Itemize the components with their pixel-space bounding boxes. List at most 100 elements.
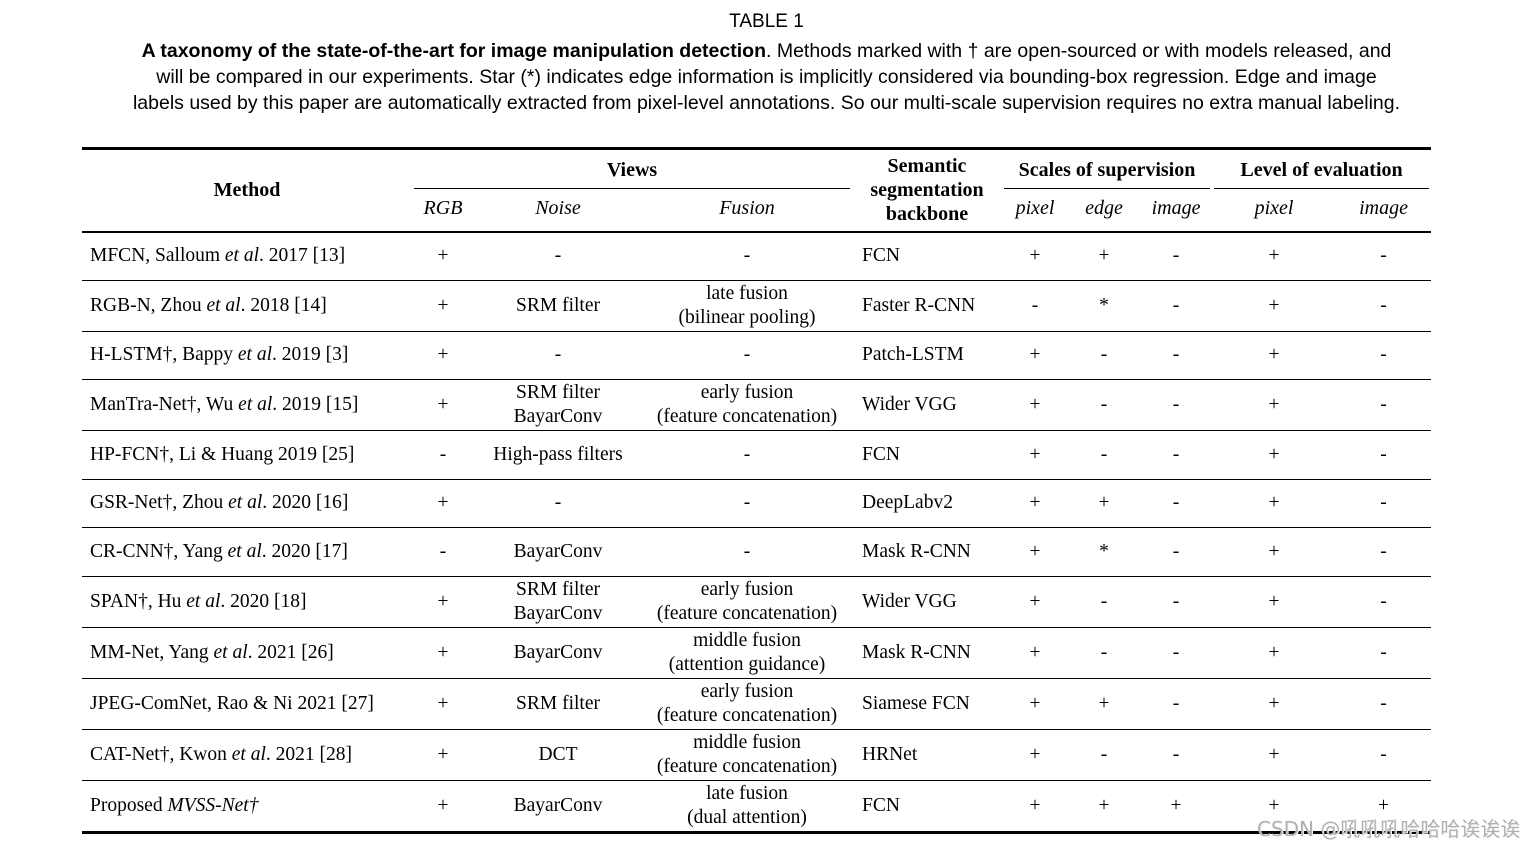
fusion-cell: -	[743, 540, 751, 562]
eval-image-cell: -	[1380, 245, 1387, 266]
fusion-cell: early fusion (feature concatenation)	[656, 382, 838, 427]
col-group-supervision: Scales of supervision	[1002, 149, 1212, 192]
eval-image-cell: -	[1380, 394, 1387, 415]
table-row: GSR-Net†, Zhou et al. 2020 [16] + - - DeepLa…	[82, 479, 1432, 528]
sup-image-cell: -	[1172, 443, 1180, 465]
method-cell: H-LSTM†, Bappy et al. 2019 [3]	[90, 344, 349, 366]
sup-pixel-cell: +	[1029, 245, 1041, 266]
noise-cell: -	[554, 245, 562, 266]
sup-pixel-cell: +	[1029, 443, 1041, 465]
col-header-sup-pixel: pixel	[1015, 196, 1055, 219]
eval-pixel-cell: +	[1268, 590, 1280, 612]
col-header-backbone: Semantic segmentation backbone	[870, 155, 984, 226]
fusion-cell: early fusion (feature concatenation)	[656, 680, 838, 726]
method-cell: RGB-N, Zhou et al. 2018 [14]	[90, 294, 327, 316]
col-header-sup-edge: edge	[1085, 196, 1123, 219]
backbone-cell: Wider VGG	[862, 590, 957, 612]
fusion-cell: -	[743, 492, 751, 514]
eval-pixel-cell: +	[1268, 294, 1280, 316]
watermark: CSDN @吼吼吼哈哈哈诶诶诶	[1257, 817, 1521, 841]
noise-cell: SRM filter	[516, 692, 600, 714]
sup-edge-cell: -	[1100, 641, 1108, 663]
sup-image-cell: -	[1172, 245, 1180, 266]
fusion-cell: middle fusion (attention guidance)	[668, 629, 826, 675]
eval-image-cell: -	[1380, 743, 1387, 765]
sup-pixel-cell: +	[1029, 794, 1041, 816]
eval-pixel-cell: +	[1268, 540, 1280, 562]
backbone-cell: Wider VGG	[862, 394, 957, 415]
backbone-cell: FCN	[862, 443, 900, 465]
caption-line: labels used by this paper are automatica…	[132, 92, 1401, 114]
backbone-cell: Siamese FCN	[862, 692, 970, 714]
sup-image-cell: -	[1172, 344, 1180, 366]
sup-pixel-cell: +	[1029, 743, 1041, 765]
col-group-supervision-label: Scales of supervision	[1004, 158, 1211, 189]
table-row: Proposed MVSS-Net† + BayarConv late fusion(…	[82, 780, 1432, 832]
sup-image-cell: -	[1172, 540, 1180, 562]
eval-pixel-cell: +	[1268, 492, 1280, 514]
sup-edge-cell: -	[1100, 743, 1108, 765]
eval-pixel-cell: +	[1268, 344, 1280, 366]
method-cell: CAT-Net†, Kwon et al. 2021 [28]	[90, 743, 352, 765]
sup-pixel-cell: +	[1029, 492, 1041, 514]
backbone-cell: DeepLabv2	[862, 492, 953, 514]
method-cell: ManTra-Net†, Wu et al. 2019 [15]	[90, 394, 359, 415]
rgb-cell: +	[437, 344, 449, 366]
col-group-views-label: Views	[414, 158, 850, 189]
rgb-cell: +	[437, 641, 449, 663]
col-header-eval-pixel: pixel	[1254, 196, 1294, 219]
table-row: SPAN†, Hu et al. 2020 [18] + SRM filter Bay…	[82, 576, 1432, 627]
fusion-cell: middle fusion (feature concatenation)	[656, 731, 838, 777]
table-row: JPEG-ComNet, Rao & Ni 2021 [27] + SRM filt…	[82, 678, 1432, 729]
sup-edge-cell: -	[1100, 590, 1108, 612]
method-cell: Proposed MVSS-Net†	[90, 794, 259, 816]
rgb-cell: +	[437, 394, 449, 415]
header-sub-row: RGB Noise Fusion pixel edge image pixel …	[82, 192, 1431, 232]
rgb-cell: +	[437, 492, 449, 514]
method-cell: JPEG-ComNet, Rao & Ni 2021 [27]	[90, 692, 374, 714]
noise-cell: BayarConv	[513, 540, 603, 562]
noise-cell: BayarConv	[513, 794, 603, 816]
sup-pixel-cell: +	[1029, 540, 1041, 562]
noise-cell: DCT	[538, 743, 578, 765]
sup-edge-cell: *	[1099, 294, 1109, 316]
eval-pixel-cell: +	[1268, 641, 1280, 663]
header-group-row: Method Views Semantic segmentation backb…	[82, 149, 1431, 225]
col-header-method: Method	[213, 178, 281, 201]
col-group-views: Views	[412, 149, 852, 192]
sup-pixel-cell: +	[1029, 590, 1041, 612]
rgb-cell: +	[437, 294, 449, 316]
table-row: HP-FCN†, Li & Huang 2019 [25] - High-pass …	[82, 430, 1432, 480]
table-row: MFCN, Salloum et al. 2017 [13] + - - FCN + + - +…	[82, 231, 1432, 281]
backbone-cell: Mask R-CNN	[862, 540, 971, 562]
sup-image-cell: -	[1172, 394, 1180, 415]
eval-image-cell: -	[1380, 344, 1387, 366]
method-cell: MM-Net, Yang et al. 2021 [26]	[90, 641, 334, 663]
sup-image-cell: -	[1172, 641, 1180, 663]
rgb-cell: +	[437, 590, 449, 612]
col-header-eval-image: image	[1359, 196, 1408, 219]
eval-pixel-cell: +	[1268, 245, 1280, 266]
col-header-rgb: RGB	[423, 196, 463, 219]
noise-cell: BayarConv	[513, 641, 603, 663]
eval-image-cell: +	[1378, 794, 1390, 816]
caption-block: TABLE 1 A taxonomy of the state-of-the-a…	[0, 10, 1533, 116]
rgb-cell: +	[437, 245, 449, 266]
sup-image-cell: -	[1172, 294, 1180, 316]
fusion-cell: late fusion (bilinear pooling)	[678, 282, 816, 328]
eval-image-cell: -	[1380, 590, 1387, 612]
rgb-cell: -	[439, 443, 447, 465]
rgb-cell: +	[437, 692, 449, 714]
table-row: MM-Net, Yang et al. 2021 [26] + BayarConv m…	[82, 627, 1432, 678]
noise-cell: -	[554, 344, 562, 366]
sup-image-cell: -	[1172, 492, 1180, 514]
fusion-cell: late fusion (dual attention)	[687, 782, 807, 828]
col-group-evaluation: Level of evaluation	[1212, 149, 1431, 192]
fusion-cell: early fusion (feature concatenation)	[656, 578, 838, 624]
sup-image-cell: +	[1170, 794, 1182, 816]
sup-edge-cell: -	[1100, 394, 1108, 415]
col-group-evaluation-label: Level of evaluation	[1214, 158, 1430, 189]
method-cell: CR-CNN†, Yang et al. 2020 [17]	[90, 540, 348, 562]
table-row: ManTra-Net†, Wu et al. 2019 [15] + SRM fil…	[82, 379, 1432, 431]
